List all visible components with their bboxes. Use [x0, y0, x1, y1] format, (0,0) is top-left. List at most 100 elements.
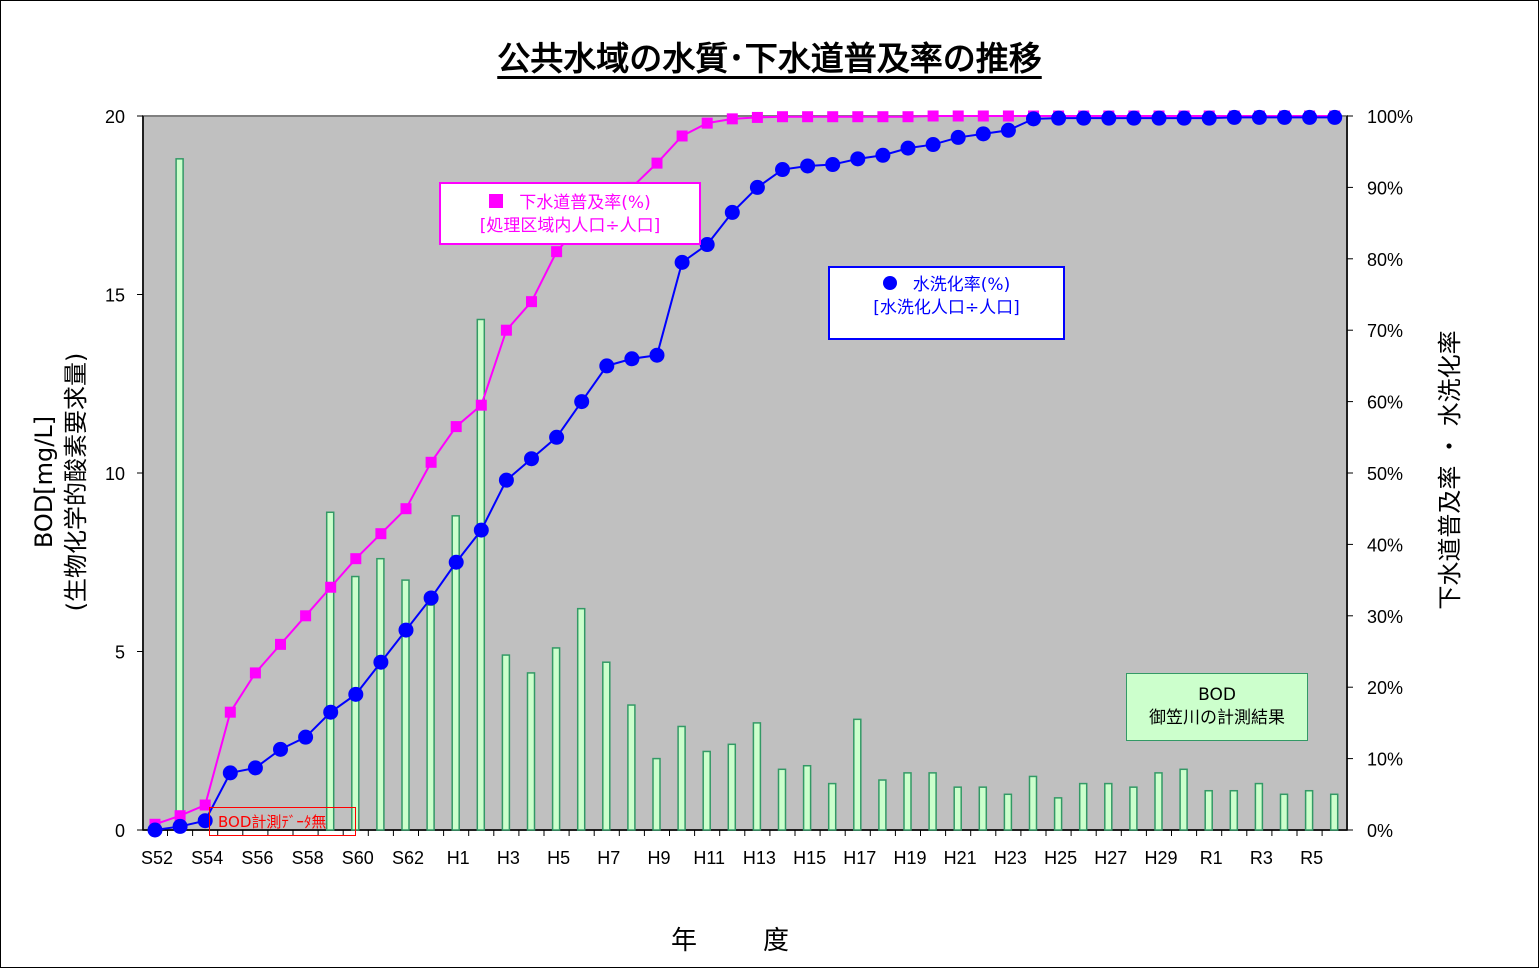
bod-bar [878, 779, 887, 831]
bod-bar [451, 515, 460, 831]
bod-bar [978, 786, 988, 831]
x-tick-label: H29 [1144, 848, 1177, 868]
flush-rate-point [724, 204, 740, 220]
legend-flush-formula: [水洗化人口÷人口] [873, 298, 1020, 318]
bod-bar [1254, 782, 1264, 831]
bod-bar [727, 743, 737, 831]
right-tick-label: 90% [1367, 178, 1403, 198]
sewer-rate-point [249, 667, 261, 679]
bod-bar [526, 672, 536, 831]
flush-rate-point [1076, 110, 1092, 126]
x-tick-label: H17 [843, 848, 876, 868]
bod-bar [1304, 789, 1314, 831]
flush-rate-point [1327, 109, 1343, 125]
sewer-rate-point [199, 799, 211, 811]
sewer-rate-point [802, 111, 814, 123]
sewer-rate-point [952, 110, 964, 122]
flush-rate-point [900, 140, 916, 156]
flush-rate-point [649, 347, 665, 363]
bod-bar [953, 786, 962, 831]
sewer-rate-point [450, 421, 462, 433]
x-tick-label: R5 [1300, 848, 1323, 868]
flush-rate-point [298, 729, 314, 745]
bod-bar [576, 607, 586, 831]
flush-rate-point [1251, 109, 1267, 125]
bod-bar [1003, 793, 1013, 831]
sewer-rate-point [927, 110, 939, 122]
sewer-rate-point [500, 324, 512, 336]
bod-bar [702, 750, 711, 831]
sewer-rate-point [224, 706, 236, 718]
sewer-rate-point [400, 503, 412, 515]
sewer-rate-point [350, 553, 362, 565]
flush-rate-point [373, 654, 389, 670]
right-tick-label: 40% [1367, 535, 1403, 555]
flush-rate-point [1201, 110, 1217, 126]
x-tick-label: S54 [191, 848, 223, 868]
flush-rate-point [699, 237, 715, 253]
x-tick-label: H3 [497, 848, 520, 868]
sewer-rate-point [877, 111, 889, 123]
flush-rate-point [448, 554, 464, 570]
x-tick-label: S60 [342, 848, 374, 868]
legend-flush: 水洗化率(%) [水洗化人口÷人口] [828, 266, 1065, 340]
x-tick-label: S62 [392, 848, 424, 868]
bod-bar [827, 782, 837, 831]
sewer-rate-point [827, 111, 839, 123]
flush-rate-point [147, 822, 163, 838]
flush-rate-point [1176, 110, 1192, 126]
legend-bod: BOD 御笠川の計測結果 [1126, 673, 1308, 741]
sewer-rate-point [174, 810, 186, 822]
flush-rate-point [574, 394, 590, 410]
chart-title: 公共水域の水質･下水道普及率の推移 [497, 39, 1042, 78]
left-tick-label: 5 [115, 643, 125, 663]
right-tick-label: 70% [1367, 321, 1403, 341]
flush-rate-point [800, 158, 816, 174]
right-axis-label: 下水道普及率 ・ 水洗化率 [1436, 330, 1464, 610]
sewer-rate-point [777, 111, 788, 123]
bod-bar [501, 654, 511, 831]
left-tick-label: 15 [105, 286, 125, 306]
x-tick-label: H13 [743, 848, 776, 868]
flush-rate-point [975, 126, 991, 142]
x-tick-label: R3 [1250, 848, 1273, 868]
right-tick-label: 60% [1367, 393, 1403, 413]
x-tick-label: H9 [647, 848, 670, 868]
flush-rate-point [498, 472, 514, 488]
bod-bar [777, 768, 787, 831]
bod-bar [1078, 782, 1088, 831]
bod-bar [325, 511, 335, 831]
right-tick-label: 30% [1367, 607, 1403, 627]
left-axis-label-line1: BOD[mg/L] [30, 415, 58, 549]
bod-bar [802, 764, 812, 831]
flush-rate-point [549, 429, 565, 445]
left-axis-label-line2: (生物化学的酸素要求量) [62, 352, 90, 612]
x-tick-label: S52 [141, 848, 173, 868]
flush-rate-point [674, 254, 690, 270]
flush-rate-point [1302, 109, 1318, 125]
x-tick-label: H27 [1094, 848, 1127, 868]
x-tick-label: H15 [793, 848, 826, 868]
right-tick-label: 100% [1367, 107, 1413, 127]
sewer-rate-point [275, 638, 286, 650]
flush-rate-point [850, 151, 866, 167]
sewer-rate-point [325, 581, 337, 593]
square-marker-icon [489, 194, 504, 208]
flush-rate-point [423, 590, 439, 606]
bod-bar [853, 718, 862, 831]
right-tick-label: 80% [1367, 250, 1403, 270]
left-tick-label: 20 [105, 107, 125, 127]
sewer-rate-point [425, 456, 437, 468]
right-tick-label: 0% [1367, 821, 1393, 841]
x-tick-label: R1 [1200, 848, 1223, 868]
bod-bar [1229, 789, 1239, 831]
sewer-rate-point [300, 610, 312, 622]
bod-bar [426, 604, 435, 831]
bod-bar [928, 772, 937, 831]
bod-bar [602, 661, 611, 831]
sewer-rate-point [977, 110, 989, 122]
legend-sewer: 下水道普及率(%) [処理区域内人口÷人口] [439, 182, 701, 245]
x-tick-label: S56 [241, 848, 273, 868]
flush-rate-point [247, 760, 263, 776]
